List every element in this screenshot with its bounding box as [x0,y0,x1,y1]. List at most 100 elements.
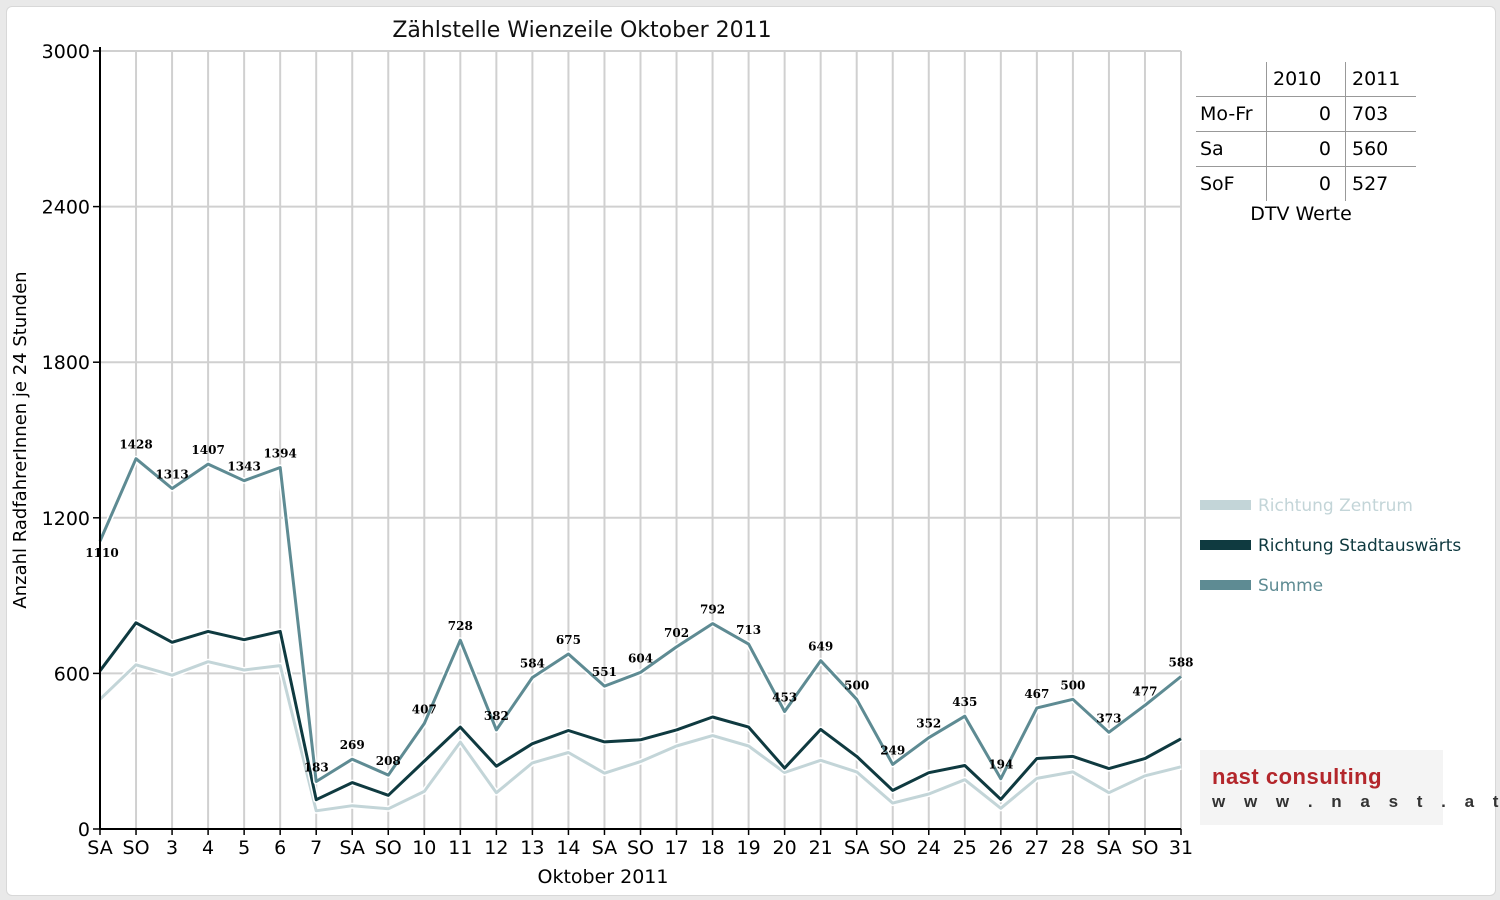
x-tick-label: 14 [556,837,580,859]
x-tick-label: 6 [274,837,286,859]
series-line-0 [98,660,1182,813]
x-tick-label: 12 [484,837,508,859]
dtv-cell-2010: 0 [1266,131,1346,167]
y-tick-label: 1800 [42,352,90,374]
data-label: 1407 [191,443,224,457]
dtv-table: 2010 2011 Mo-Fr 0 703 Sa 0 560 SoF 0 527… [1196,62,1416,225]
data-label: 208 [376,754,401,768]
x-tick-label: 17 [664,837,688,859]
tick-labels: 0 600 1200 1800 2400 3000 SA SO 3 4 5 6 7 SA SO 10 11 12 1… [42,41,1193,859]
dtv-cell-2011: 527 [1352,173,1389,195]
logo-name: nast consulting [1212,764,1383,789]
data-label: 1394 [263,446,296,460]
x-tick-label: 26 [989,837,1013,859]
dtv-cell-2011: 560 [1345,131,1416,167]
data-label: 649 [808,640,833,654]
data-label: 373 [1096,711,1121,725]
legend-label: Richtung Stadtauswärts [1258,536,1461,556]
data-label: 551 [592,665,617,679]
x-tick-label: SA [1096,837,1121,859]
chart-title: Zählstelle Wienzeile Oktober 2011 [392,18,771,43]
series-line-1 [98,621,1182,802]
data-label: 382 [484,709,509,723]
series-line-2 [98,457,1182,783]
data-label: 702 [664,626,689,640]
x-tick-label: SO [627,837,654,859]
data-label: 588 [1168,656,1193,670]
x-tick-label: SA [340,837,365,859]
x-tick-label: 18 [700,837,724,859]
y-tick-label: 0 [78,819,90,841]
logo-url: w w w . n a s t . a t [1212,792,1500,811]
dtv-header-2011: 2011 [1345,62,1416,97]
x-tick-label: SO [375,837,402,859]
y-axis-label: Anzahl RadfahrerInnen je 24 Stunden [10,271,31,608]
data-label: 500 [1060,678,1085,692]
dtv-row-sa: Sa 0 560 [1196,131,1416,167]
data-label: 269 [340,738,365,752]
y-tick-label: 2400 [42,197,90,219]
x-tick-label: 3 [166,837,178,859]
x-tick-label: SA [87,837,112,859]
data-label: 453 [772,691,797,705]
data-label: 792 [700,603,725,617]
company-logo: nast consulting w w w . n a s t . a t [1200,750,1498,825]
x-tick-label: 19 [737,837,761,859]
x-tick-label: 25 [953,837,977,859]
dtv-caption: DTV Werte [1250,203,1352,225]
dtv-cell-2010: 0 [1266,96,1346,132]
data-label: 1110 [85,546,118,560]
x-tick-label: 31 [1169,837,1193,859]
dtv-header-row: 2010 2011 [1196,62,1416,97]
data-label: 604 [628,651,653,665]
data-label: 477 [1132,684,1157,698]
y-tick-label: 3000 [42,41,90,63]
x-tick-label: 4 [202,837,214,859]
x-tick-label: 21 [809,837,833,859]
data-label: 407 [412,702,437,716]
x-tick-label: 5 [238,837,250,859]
y-tick-label: 1200 [42,508,90,530]
axes [93,47,1182,835]
data-label: 728 [448,619,473,633]
dtv-header-2010: 2010 [1266,62,1346,97]
data-label: 675 [556,633,581,647]
x-tick-label: SO [879,837,906,859]
x-tick-label: 13 [520,837,544,859]
data-label: 1428 [119,438,152,452]
legend-swatch [1200,500,1251,510]
x-tick-label: 10 [412,837,436,859]
dtv-header-empty [1196,62,1267,97]
dtv-cell-2011: 703 [1345,96,1416,132]
data-label: 1313 [155,467,188,481]
grid [99,50,1182,830]
legend-label: Richtung Zentrum [1258,496,1413,516]
data-label: 183 [304,761,329,775]
dtv-row-label: SoF [1196,166,1267,201]
legend: Richtung Zentrum Richtung Stadtauswärts Su… [1200,496,1461,596]
data-label: 352 [916,717,941,731]
x-tick-label: 27 [1025,837,1049,859]
dtv-row-mofr: Mo-Fr 0 703 [1196,96,1416,132]
y-tick-label: 600 [54,663,90,685]
x-tick-label: 20 [773,837,797,859]
data-label: 1343 [227,460,260,474]
data-label: 249 [880,743,905,757]
x-tick-label: SA [592,837,617,859]
data-label: 194 [988,758,1013,772]
legend-swatch [1200,580,1251,590]
series-lines [97,455,1183,814]
x-tick-label: 11 [448,837,472,859]
x-tick-label: 7 [310,837,322,859]
dtv-row-label: Sa [1196,131,1267,167]
legend-swatch [1200,540,1251,550]
dtv-row-sof: SoF 0 527 [1196,166,1416,201]
x-tick-label: SO [1131,837,1158,859]
x-tick-label: SA [844,837,869,859]
x-tick-label: 24 [917,837,941,859]
dtv-cell-2010: 0 [1266,166,1346,201]
x-tick-label: 28 [1061,837,1085,859]
legend-label: Summe [1258,576,1323,596]
